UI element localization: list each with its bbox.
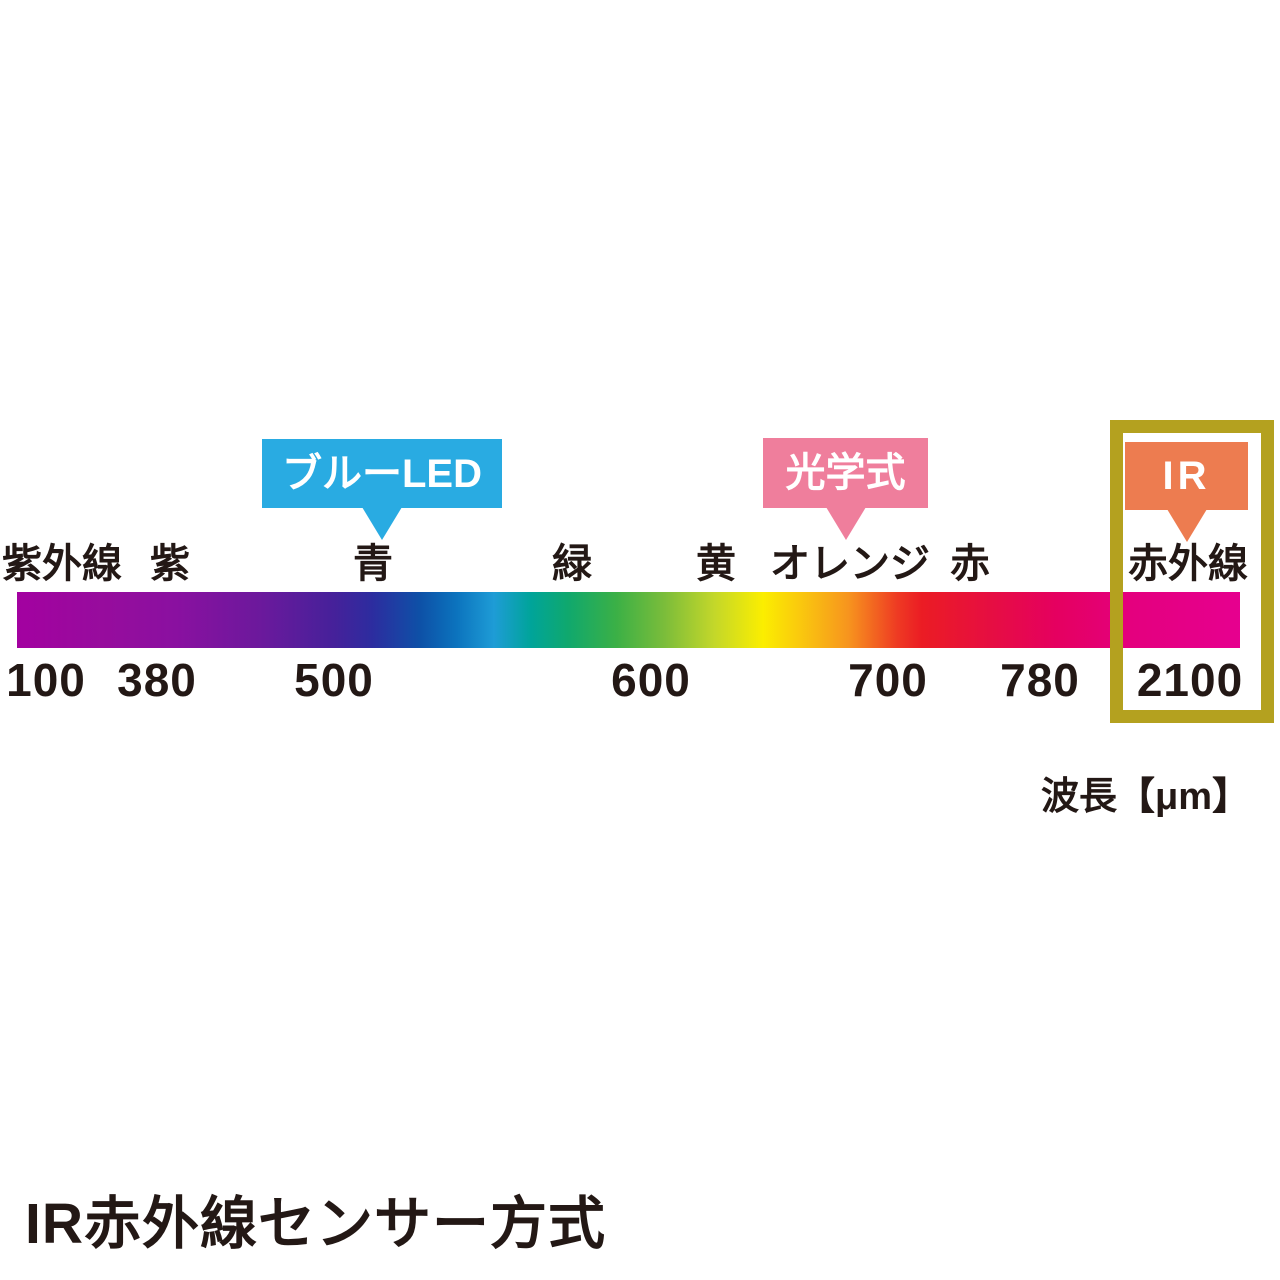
callout-ir-pointer-icon (1166, 509, 1207, 542)
spectrum-label-infrared: 赤外線 (1128, 542, 1248, 586)
spectrum-label-violet: 紫 (150, 542, 190, 586)
spectrum-label-blue: 青 (353, 542, 393, 586)
tick-500: 500 (294, 654, 374, 706)
spectrum-label-red: 赤 (950, 542, 990, 586)
callout-blue-led: ブルーLED (262, 439, 502, 540)
callout-blue-led-pointer-icon (362, 507, 402, 540)
callout-optical-pointer-icon (825, 507, 866, 540)
tick-780: 780 (1000, 654, 1080, 706)
tick-2100: 2100 (1136, 654, 1244, 706)
tick-380: 380 (117, 654, 197, 706)
callout-optical-label: 光学式 (785, 451, 906, 495)
callout-optical: 光学式 (763, 438, 928, 540)
axis-unit-label: 波長【μm】 (1040, 776, 1250, 818)
diagram-title: IR赤外線センサー方式 (25, 1192, 606, 1256)
ir-highlight-frame (1110, 420, 1274, 723)
spectrum-label-ultraviolet: 紫外線 (2, 542, 122, 586)
spectrum-bar (17, 592, 1240, 648)
spectrum-label-green: 緑 (552, 542, 592, 586)
tick-700: 700 (848, 654, 928, 706)
tick-600: 600 (611, 654, 691, 706)
tick-100: 100 (6, 654, 86, 706)
spectrum-label-orange: オレンジ (770, 542, 930, 586)
spectrum-label-yellow: 黄 (696, 542, 736, 586)
callout-ir-label: IR (1162, 454, 1211, 498)
callout-blue-led-label: ブルーLED (282, 451, 482, 496)
callout-ir: IR (1125, 442, 1248, 542)
